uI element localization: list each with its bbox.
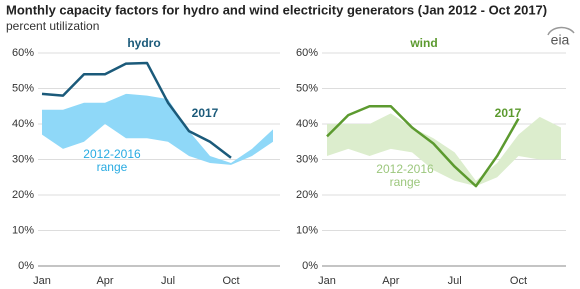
- y-tick-label: 60%: [296, 47, 318, 59]
- y-tick-label: 20%: [296, 189, 318, 201]
- y-tick-label: 30%: [296, 153, 318, 165]
- panel-title: wind: [409, 36, 437, 50]
- series-line: [41, 61, 232, 159]
- y-tick-label: 30%: [12, 153, 34, 165]
- x-tick-label: Jul: [448, 275, 462, 287]
- range-band: [327, 113, 561, 187]
- y-tick-label: 0%: [18, 260, 34, 272]
- y-tick-label: 50%: [12, 82, 34, 94]
- logo-arc: [547, 26, 575, 36]
- x-tick-label: Jan: [318, 275, 336, 287]
- y-tick-label: 10%: [12, 224, 34, 236]
- range-band: [42, 93, 273, 165]
- logo-text: eia: [551, 32, 570, 48]
- y-tick-label: 40%: [12, 118, 34, 130]
- chart-title: Monthly capacity factors for hydro and w…: [6, 2, 547, 17]
- y-tick-label: 60%: [12, 47, 34, 59]
- x-tick-label: Jan: [33, 275, 51, 287]
- x-tick-label: Jul: [161, 275, 175, 287]
- series-label: 2017: [192, 106, 219, 120]
- range-label: 2012-2016 range: [83, 148, 141, 174]
- x-tick-label: Apr: [382, 275, 399, 287]
- chart-subtitle: percent utilization: [6, 19, 99, 33]
- range-label-box: 2012-2016 range: [376, 163, 434, 189]
- y-tick-label: 0%: [302, 260, 318, 272]
- panel-title: hydro: [127, 36, 160, 50]
- logo: eia: [547, 26, 575, 48]
- range-label-box: 2012-2016 range: [83, 148, 141, 174]
- series-label: 2017: [495, 106, 522, 120]
- y-tick-label: 20%: [12, 189, 34, 201]
- y-tick-label: 10%: [296, 224, 318, 236]
- series-line: [326, 105, 520, 188]
- x-tick-label: Oct: [222, 275, 239, 287]
- x-tick-label: Apr: [96, 275, 113, 287]
- x-tick-label: Oct: [510, 275, 527, 287]
- y-tick-label: 40%: [296, 118, 318, 130]
- y-tick-label: 50%: [296, 82, 318, 94]
- range-label: 2012-2016 range: [376, 163, 434, 189]
